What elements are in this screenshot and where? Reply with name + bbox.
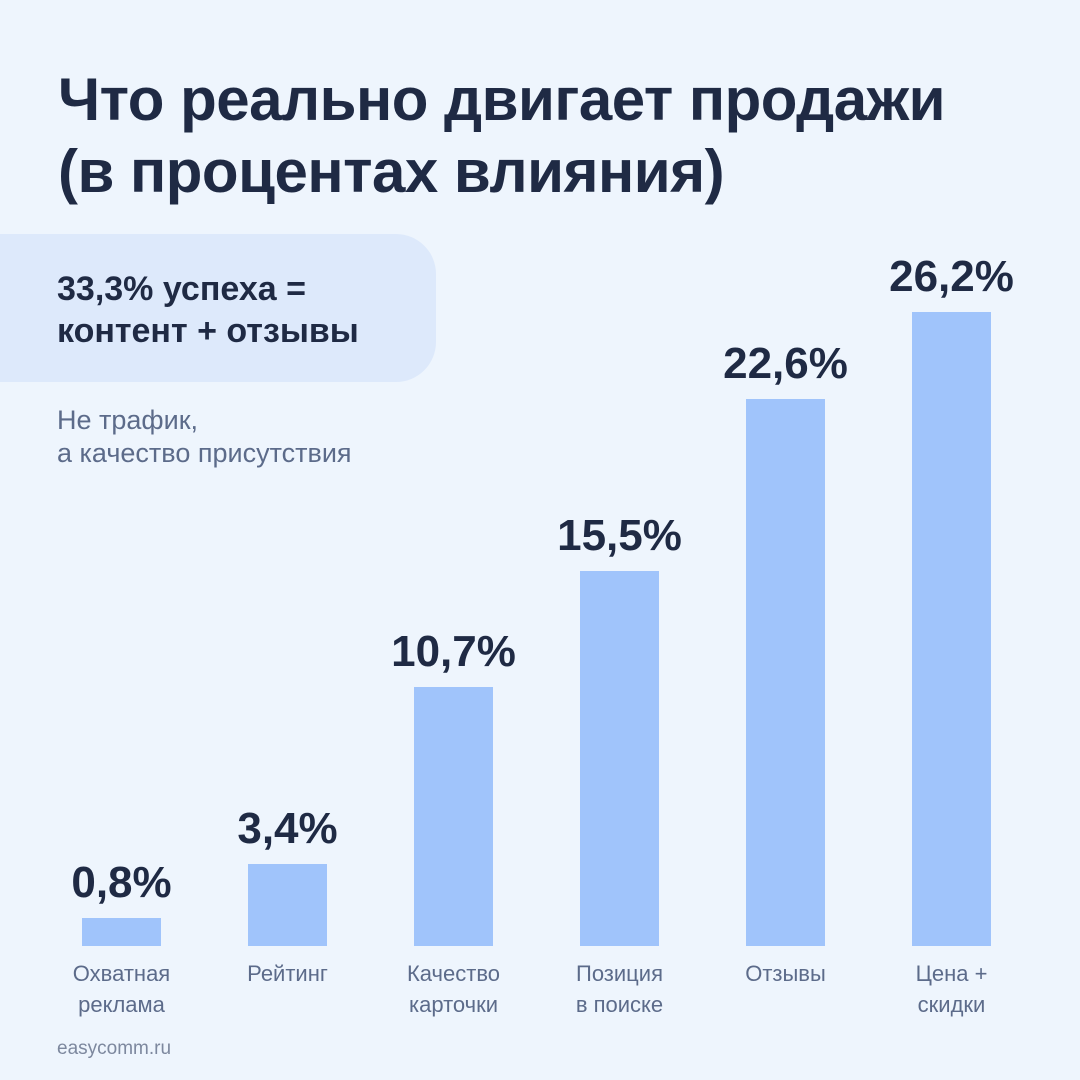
- subtitle-line-2: а качество присутствия: [57, 438, 352, 468]
- bar-3: [580, 570, 659, 946]
- category-label: Качество карточки: [364, 958, 544, 1020]
- category-label-line: Цена +: [915, 961, 988, 986]
- category-label: Позиция в поиске: [530, 958, 710, 1020]
- category-label-line: скидки: [917, 992, 986, 1017]
- data-label: 22,6%: [723, 339, 848, 389]
- bar-0: [82, 918, 161, 946]
- data-label: 26,2%: [889, 251, 1014, 301]
- subtitle-line-1: Не трафик,: [57, 405, 199, 435]
- category-label: Отзывы: [696, 958, 876, 989]
- category-label-line: реклама: [78, 992, 165, 1017]
- callout-line-2: контент + отзывы: [57, 312, 359, 350]
- title-line-1: Что реально двигает продажи: [58, 66, 946, 133]
- bar-4: [746, 399, 825, 946]
- data-label: 10,7%: [391, 627, 516, 677]
- category-label-line: в поиске: [575, 992, 664, 1017]
- category-label-line: карточки: [408, 992, 499, 1017]
- bar-5: [912, 311, 991, 946]
- callout-box: [0, 234, 436, 382]
- category-label-line: Рейтинг: [247, 961, 328, 986]
- bar-1: [248, 863, 327, 946]
- category-label: Охватная реклама: [32, 958, 212, 1020]
- callout-text: 33,3% успеха = контент + отзывы: [57, 268, 359, 352]
- callout-line-1: 33,3% успеха =: [57, 270, 306, 308]
- category-label-line: Отзывы: [745, 961, 826, 986]
- chart-title: Что реально двигает продажи (в процентах…: [58, 64, 946, 208]
- category-label: Цена + скидки: [862, 958, 1042, 1020]
- category-label-line: Качество: [406, 961, 501, 986]
- category-label-line: Позиция: [576, 961, 663, 986]
- title-line-2: (в процентах влияния): [58, 138, 725, 205]
- category-label: Рейтинг: [198, 958, 378, 989]
- data-label: 15,5%: [557, 510, 682, 560]
- bar-2: [414, 687, 493, 946]
- subtitle: Не трафик, а качество присутствия: [57, 404, 352, 470]
- category-label-line: Охватная: [72, 961, 171, 986]
- data-label: 3,4%: [237, 803, 338, 853]
- data-label: 0,8%: [71, 858, 172, 907]
- footer-site: easycomm.ru: [57, 1038, 172, 1059]
